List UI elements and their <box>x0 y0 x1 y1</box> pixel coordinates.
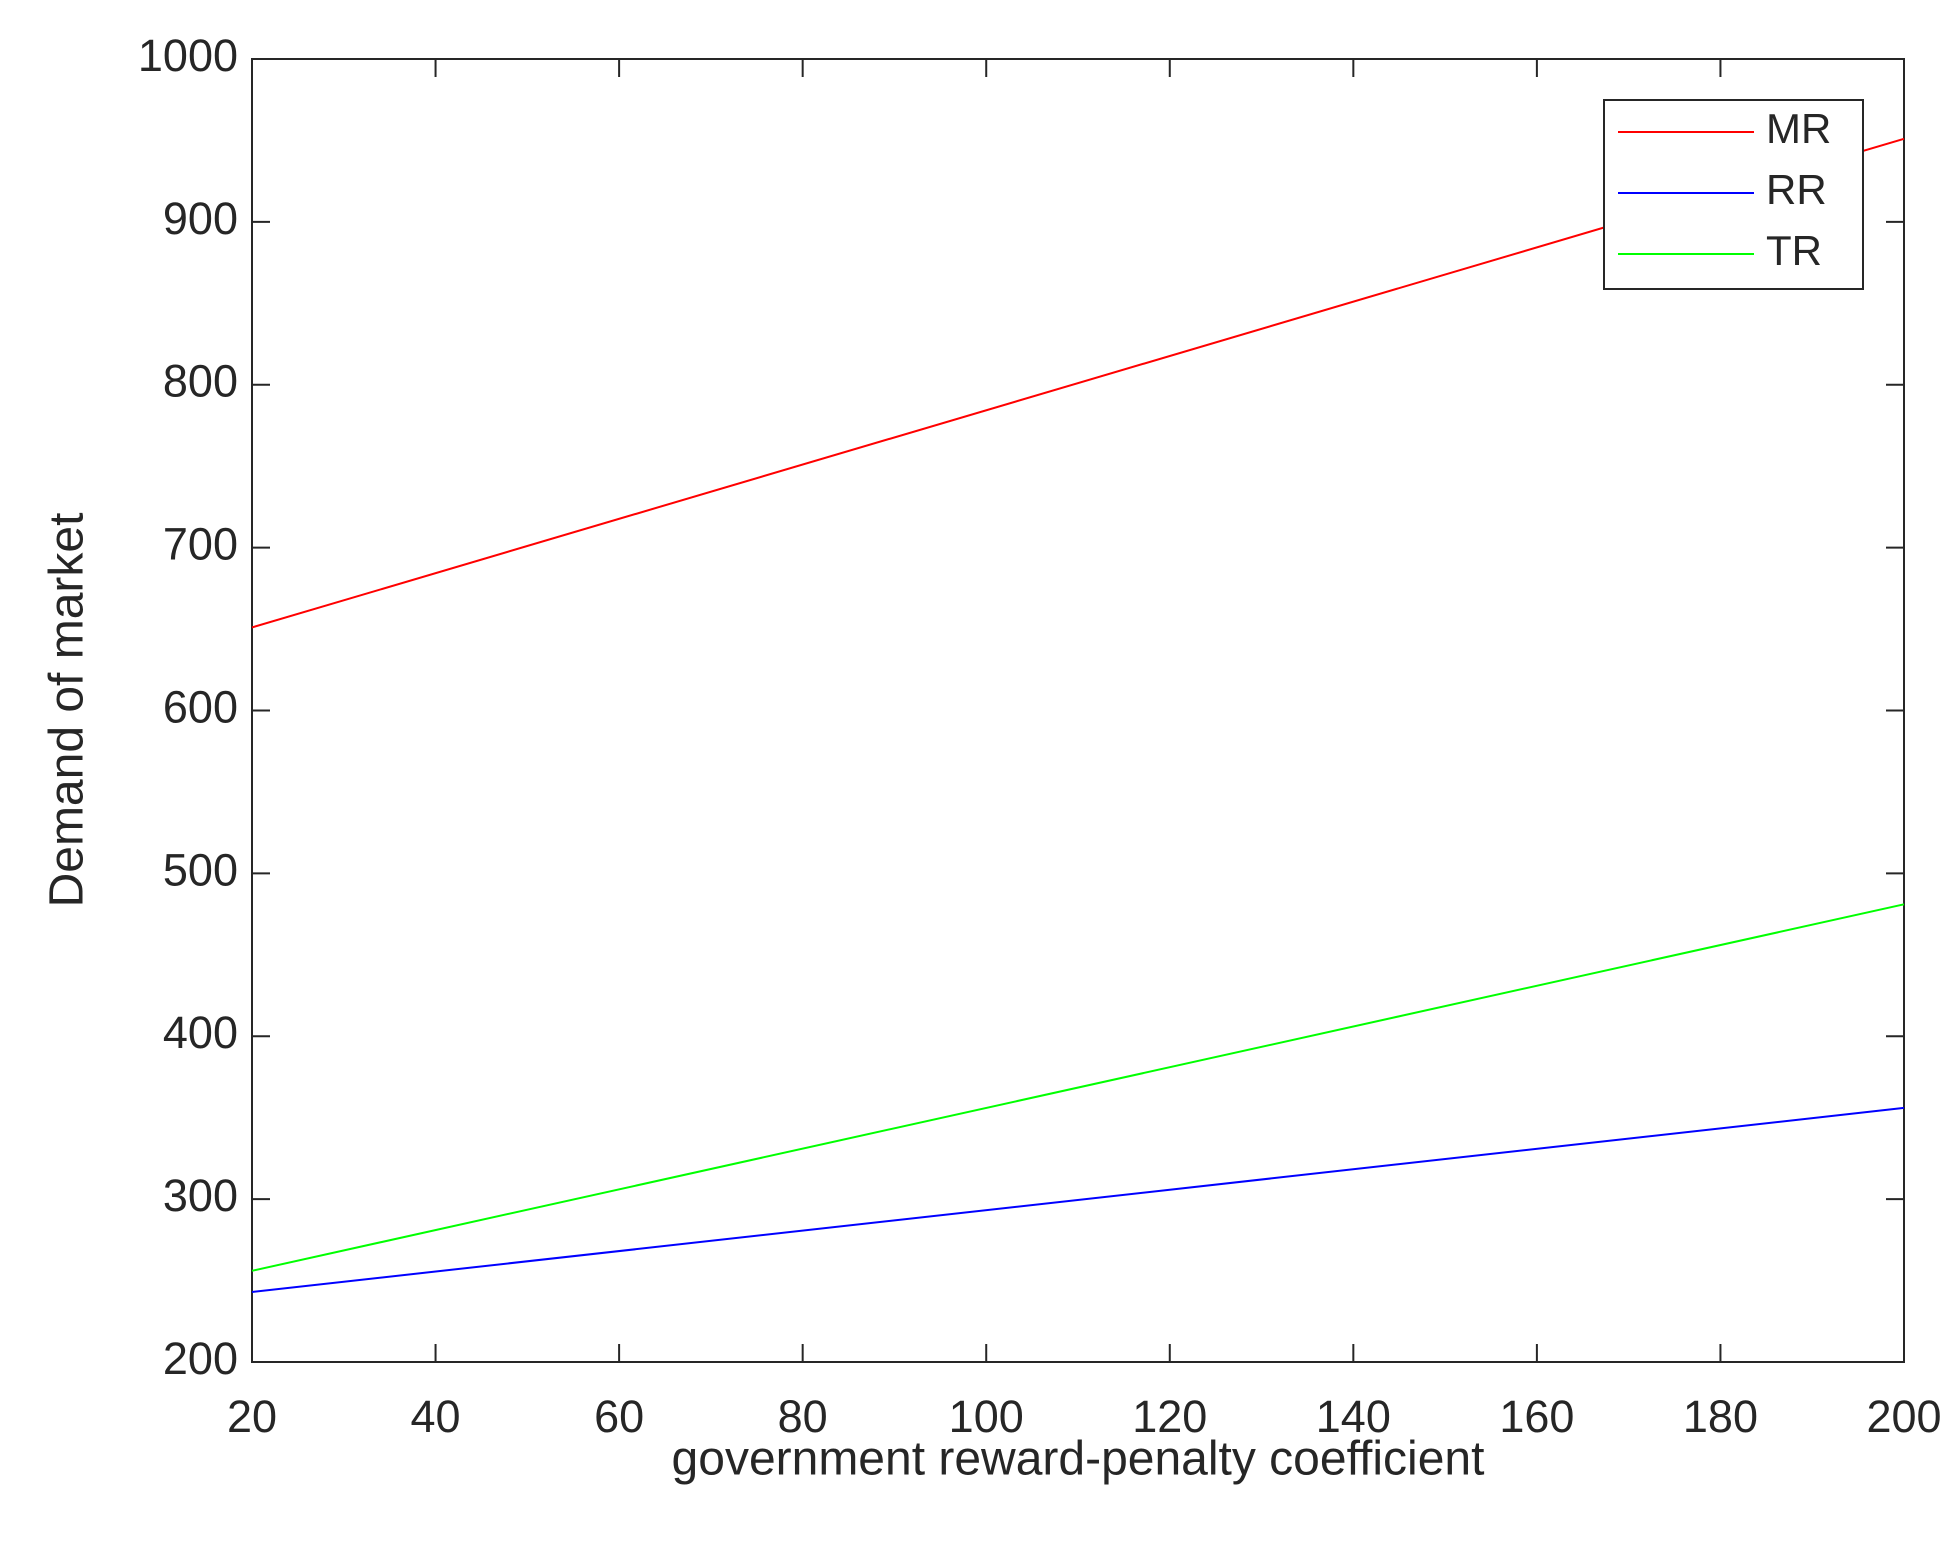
y-tick-label: 900 <box>163 193 238 244</box>
y-tick-label: 200 <box>163 1333 238 1384</box>
y-tick-label: 1000 <box>138 30 238 81</box>
y-tick-label: 400 <box>163 1007 238 1058</box>
y-tick-label: 600 <box>163 681 238 732</box>
y-tick-label: 300 <box>163 1170 238 1221</box>
line <box>251 1106 1905 1293</box>
y-tick-label: 800 <box>163 356 238 407</box>
x-tick-label: 100 <box>949 1391 1024 1442</box>
legend-label: RR <box>1766 166 1827 213</box>
y-axis-label: Demand of market <box>41 513 94 908</box>
line <box>251 903 1905 1272</box>
x-tick-label: 20 <box>227 1391 277 1442</box>
x-tick-label: 140 <box>1316 1391 1391 1442</box>
x-tick-label: 40 <box>411 1391 461 1442</box>
x-tick-label: 200 <box>1866 1391 1941 1442</box>
x-tick-label: 80 <box>778 1391 828 1442</box>
x-tick-label: 180 <box>1683 1391 1758 1442</box>
x-tick-label: 120 <box>1132 1391 1207 1442</box>
x-tick-label: 160 <box>1499 1391 1574 1442</box>
legend-label: MR <box>1766 105 1831 152</box>
x-tick-label: 60 <box>594 1391 644 1442</box>
y-tick-label: 500 <box>163 844 238 895</box>
y-tick-label: 700 <box>163 519 238 570</box>
x-axis-label: government reward-penalty coefficient <box>672 1433 1485 1486</box>
legend-label: TR <box>1766 227 1822 274</box>
